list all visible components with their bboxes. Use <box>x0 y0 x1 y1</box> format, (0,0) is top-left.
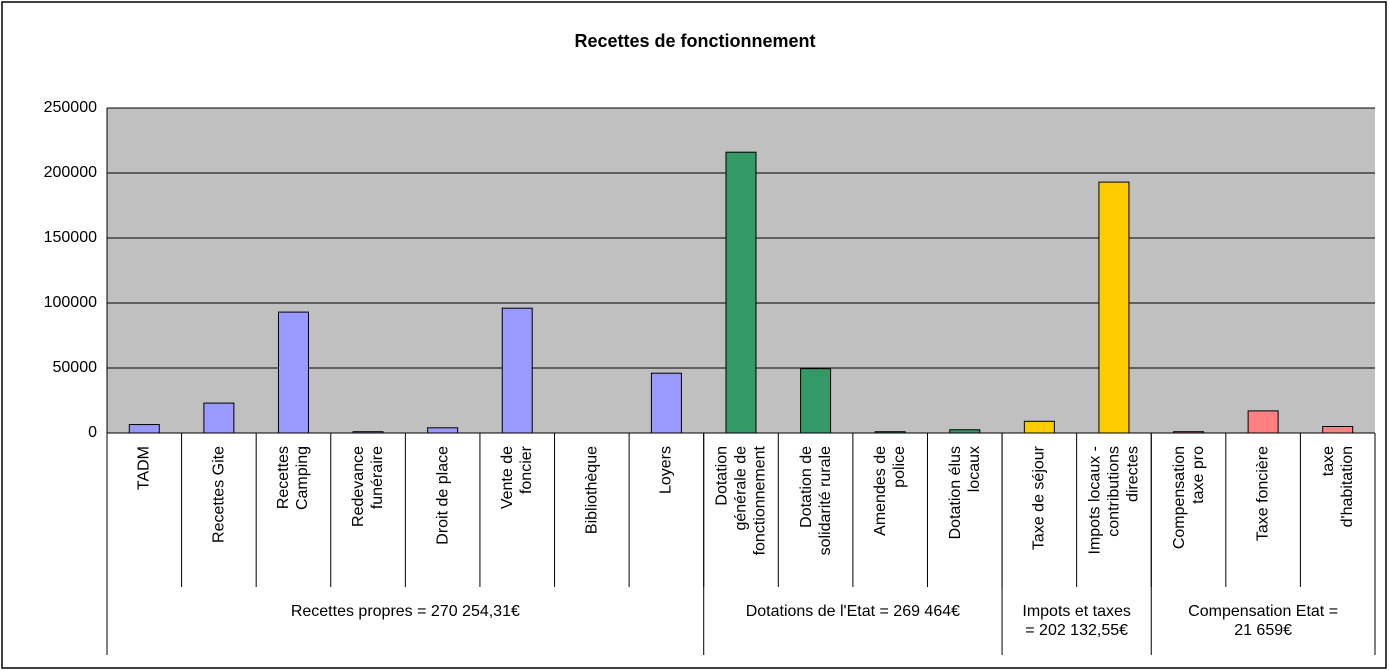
x-tick-label: Bibliothèque <box>583 446 601 535</box>
y-tick-label: 200000 <box>44 164 97 181</box>
group-label: Impots et taxes = 202 132,55€ <box>1022 603 1131 639</box>
y-tick-label: 100000 <box>44 294 97 311</box>
x-tick-label: Dotation de solidarité rurale <box>797 446 834 556</box>
group-label: Recettes propres = 270 254,31€ <box>290 603 520 620</box>
x-tick-label: Recettes Gite <box>210 446 228 543</box>
x-tick-label: Dotation générale de fonctionnement <box>713 446 769 556</box>
bar <box>128 424 160 434</box>
y-tick-label: 50000 <box>53 359 98 376</box>
y-tick-label: 0 <box>88 424 97 441</box>
x-tick-label: Recettes Camping <box>275 446 312 511</box>
x-tick-label: Compensation taxe pro <box>1170 446 1207 550</box>
x-tick-label: Vente de foncier <box>499 446 536 510</box>
y-tick-label: 150000 <box>44 229 97 246</box>
x-tick-label: Dotation élus locaux <box>946 446 983 540</box>
bar <box>1247 410 1279 434</box>
x-tick-label: Droit de place <box>434 446 452 545</box>
bar <box>1322 426 1354 434</box>
bar <box>277 311 309 434</box>
x-tick-label: Redevance funéraire <box>350 446 387 527</box>
x-tick-label: Amendes de police <box>872 446 909 536</box>
bar <box>1023 420 1055 434</box>
bar <box>1098 181 1130 434</box>
y-tick-label: 250000 <box>44 99 97 116</box>
chart-title: Recettes de fonctionnement <box>574 31 815 51</box>
x-tick-label: taxe d'habitation <box>1319 446 1356 528</box>
bar <box>725 151 757 434</box>
x-tick-label: Impots locaux - contributions directes <box>1086 446 1142 555</box>
bar <box>501 307 533 434</box>
bar <box>650 372 682 434</box>
bar <box>203 402 235 434</box>
x-tick-label: Loyers <box>657 446 675 495</box>
group-label: Compensation Etat = 21 659€ <box>1188 603 1339 639</box>
bar <box>427 427 459 434</box>
x-tick-label: Taxe foncière <box>1254 446 1272 542</box>
x-tick-label: TADM <box>135 446 153 491</box>
x-tick-label: Taxe de séjour <box>1030 446 1048 551</box>
group-label: Dotations de l'Etat = 269 464€ <box>745 603 961 620</box>
bar <box>800 368 832 434</box>
